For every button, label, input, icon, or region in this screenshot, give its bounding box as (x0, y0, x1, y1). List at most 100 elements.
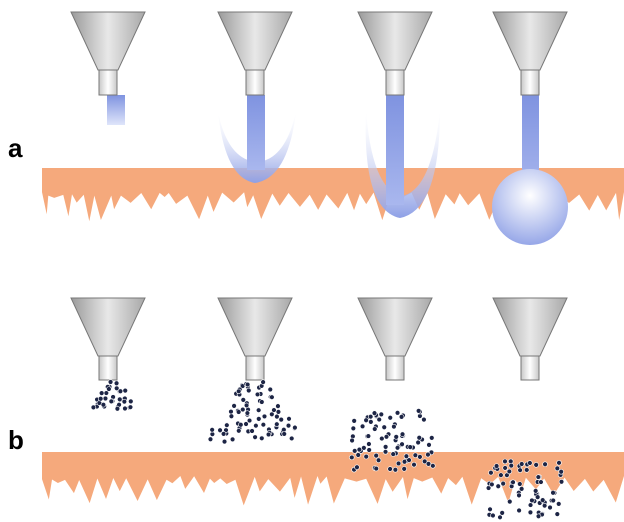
funnel-spout (521, 356, 539, 380)
particle (496, 484, 501, 489)
particle (350, 438, 355, 443)
particle (536, 514, 541, 519)
particle (503, 459, 508, 464)
particle (500, 510, 505, 515)
particle (106, 387, 111, 392)
particle (103, 396, 108, 401)
particle (268, 387, 273, 392)
particle (123, 406, 128, 411)
particle (559, 479, 564, 484)
particle (519, 462, 524, 467)
particle (276, 404, 281, 409)
particle (232, 403, 237, 408)
particle (109, 399, 114, 404)
particle (357, 447, 362, 452)
particle (555, 512, 560, 517)
particle (557, 460, 562, 465)
particle (556, 501, 561, 506)
particle (372, 427, 377, 432)
liquid-stream (386, 95, 404, 205)
particle (261, 422, 266, 427)
particle (250, 429, 255, 434)
particle (543, 462, 548, 467)
particle (276, 410, 281, 415)
particle (530, 498, 535, 503)
particle (511, 480, 516, 485)
particle (418, 454, 423, 459)
particle (368, 414, 373, 419)
particle (395, 445, 400, 450)
particle (518, 468, 523, 473)
particle (533, 489, 538, 494)
funnel-spout (386, 356, 404, 380)
particle-layer (91, 380, 564, 520)
funnel-spout (386, 70, 404, 95)
particle (123, 388, 128, 393)
particle (422, 417, 427, 422)
particle (383, 449, 388, 454)
particle (128, 399, 133, 404)
particle (259, 436, 264, 441)
particle (396, 461, 401, 466)
particle (236, 410, 241, 415)
particle (555, 466, 560, 471)
particle (517, 482, 522, 487)
particle (540, 498, 545, 503)
particle (559, 469, 564, 474)
particle (393, 467, 398, 472)
particle (355, 465, 360, 470)
particle (108, 380, 113, 385)
particle (360, 424, 365, 429)
particle (379, 412, 384, 417)
particle (507, 469, 512, 474)
particle (379, 436, 384, 441)
particle (224, 423, 229, 428)
particle (399, 414, 404, 419)
particle (427, 442, 432, 447)
particle (349, 455, 354, 460)
particle (374, 466, 379, 471)
particle (366, 434, 371, 439)
particle (261, 380, 266, 385)
particle (400, 432, 405, 437)
particle (395, 410, 400, 415)
particle (489, 482, 494, 487)
particle (286, 423, 291, 428)
particle (527, 461, 532, 466)
particle (245, 411, 250, 416)
funnel-spout (246, 356, 264, 380)
particle (269, 412, 274, 417)
particle (498, 515, 503, 520)
particle (368, 419, 373, 424)
particle (352, 449, 357, 454)
particle (413, 453, 418, 458)
particle (376, 458, 381, 463)
particle (417, 435, 422, 440)
particle (501, 481, 506, 486)
particle (274, 422, 279, 427)
particle (528, 503, 533, 508)
funnel-cone (218, 12, 292, 70)
particle (404, 454, 409, 459)
particle (402, 459, 407, 464)
particle (259, 400, 264, 405)
particle (400, 442, 405, 447)
particle (229, 414, 234, 419)
particle (279, 417, 284, 422)
particle (117, 397, 122, 402)
particle (99, 391, 104, 396)
particle (551, 498, 556, 503)
particle (289, 436, 294, 441)
particle (222, 439, 227, 444)
particle (274, 414, 279, 419)
particle (388, 467, 393, 472)
funnel-spout (246, 70, 264, 95)
particle (382, 425, 387, 430)
particle (255, 392, 260, 397)
particle (367, 448, 372, 453)
particle (551, 490, 556, 495)
particle (383, 444, 388, 449)
particle (384, 434, 389, 439)
particle (429, 435, 434, 440)
particle (519, 486, 524, 491)
